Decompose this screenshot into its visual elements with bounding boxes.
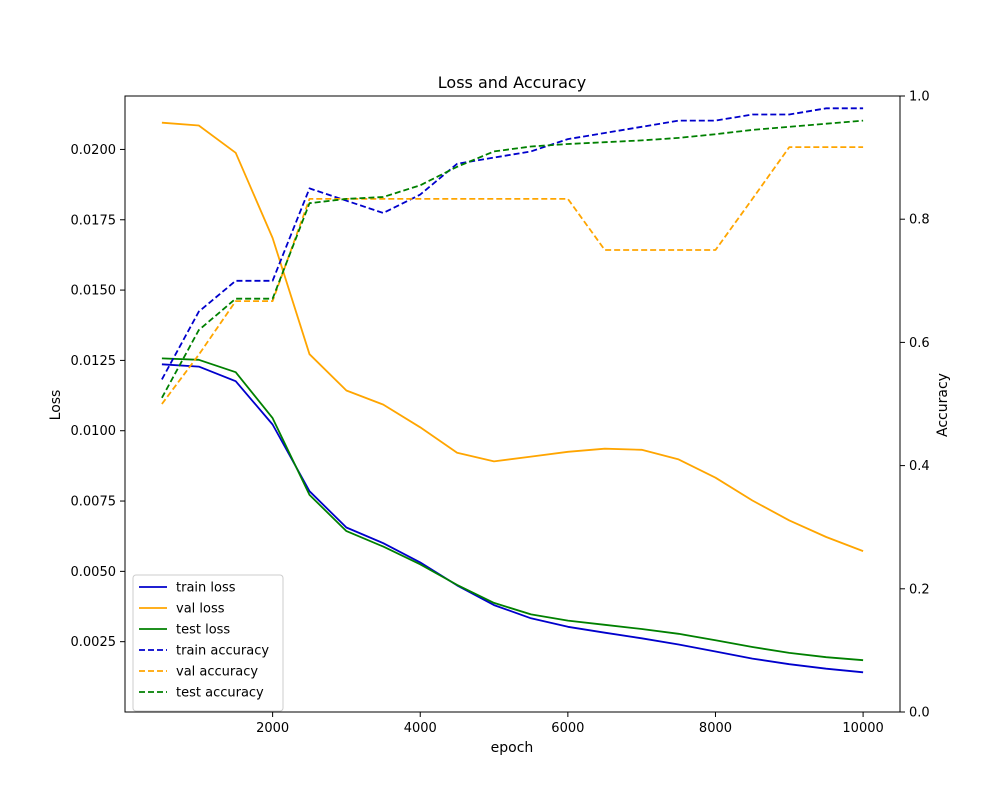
x-tick-label: 6000 xyxy=(551,721,584,736)
right-tick-label: 0.4 xyxy=(909,459,930,474)
series-line-test-accuracy xyxy=(161,119,864,399)
plot-frame xyxy=(124,95,901,713)
right-tick-label: 0.2 xyxy=(909,582,930,597)
x-axis-label: epoch xyxy=(491,740,534,756)
legend-label: test loss xyxy=(176,623,230,638)
left-tick-label: 0.0050 xyxy=(71,565,117,580)
legend: train loss val loss test loss train accurac… xyxy=(132,574,284,712)
left-tick-label: 0.0100 xyxy=(71,424,117,439)
axes-layer: 2000 4000 6000 8000 10000 0.0025 0.0050 0.0075 0… xyxy=(71,90,930,737)
legend-label: val loss xyxy=(176,602,225,617)
chart-title: Loss and Accuracy xyxy=(438,73,586,92)
right-tick-label: 0.6 xyxy=(909,336,930,351)
right-tick-label: 0.8 xyxy=(909,213,930,228)
left-tick-label: 0.0075 xyxy=(71,495,117,510)
series-line-val-loss xyxy=(161,121,864,552)
series-line-train-loss xyxy=(161,363,864,674)
series-line-test-loss xyxy=(161,357,864,662)
legend-box xyxy=(132,574,284,712)
left-axis-label: Loss xyxy=(48,390,64,421)
series-layer xyxy=(161,107,864,674)
x-tick-label: 2000 xyxy=(256,721,289,736)
legend-label: train loss xyxy=(176,581,236,596)
x-tick-label: 8000 xyxy=(699,721,732,736)
x-tick-label: 4000 xyxy=(404,721,437,736)
left-tick-label: 0.0150 xyxy=(71,284,117,299)
left-tick-label: 0.0125 xyxy=(71,354,117,369)
legend-label: train accuracy xyxy=(176,644,269,659)
series-line-train-accuracy xyxy=(161,107,864,380)
legend-label: test accuracy xyxy=(176,686,264,701)
left-tick-label: 0.0175 xyxy=(71,213,117,228)
right-axis-label: Accuracy xyxy=(935,373,951,437)
left-tick-label: 0.0200 xyxy=(71,143,117,158)
right-tick-label: 0.0 xyxy=(909,706,930,721)
x-tick-label: 10000 xyxy=(842,721,883,736)
series-line-val-accuracy xyxy=(161,146,864,405)
legend-label: val accuracy xyxy=(176,665,258,680)
left-tick-label: 0.0025 xyxy=(71,635,117,650)
right-tick-label: 1.0 xyxy=(909,90,930,105)
